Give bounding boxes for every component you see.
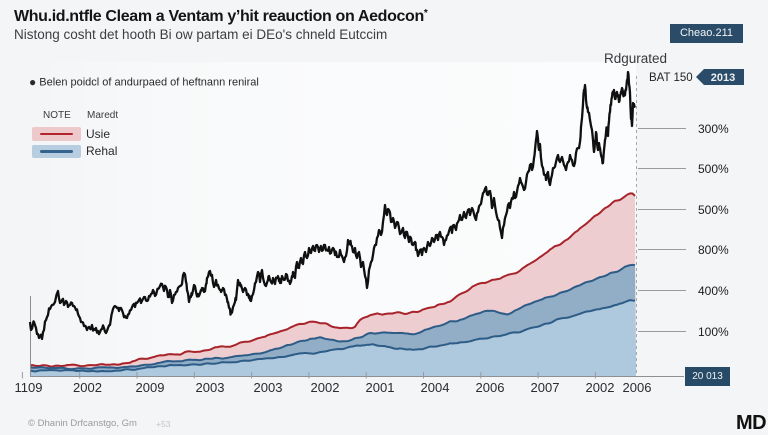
svg-text:2013: 2013: [711, 72, 735, 84]
